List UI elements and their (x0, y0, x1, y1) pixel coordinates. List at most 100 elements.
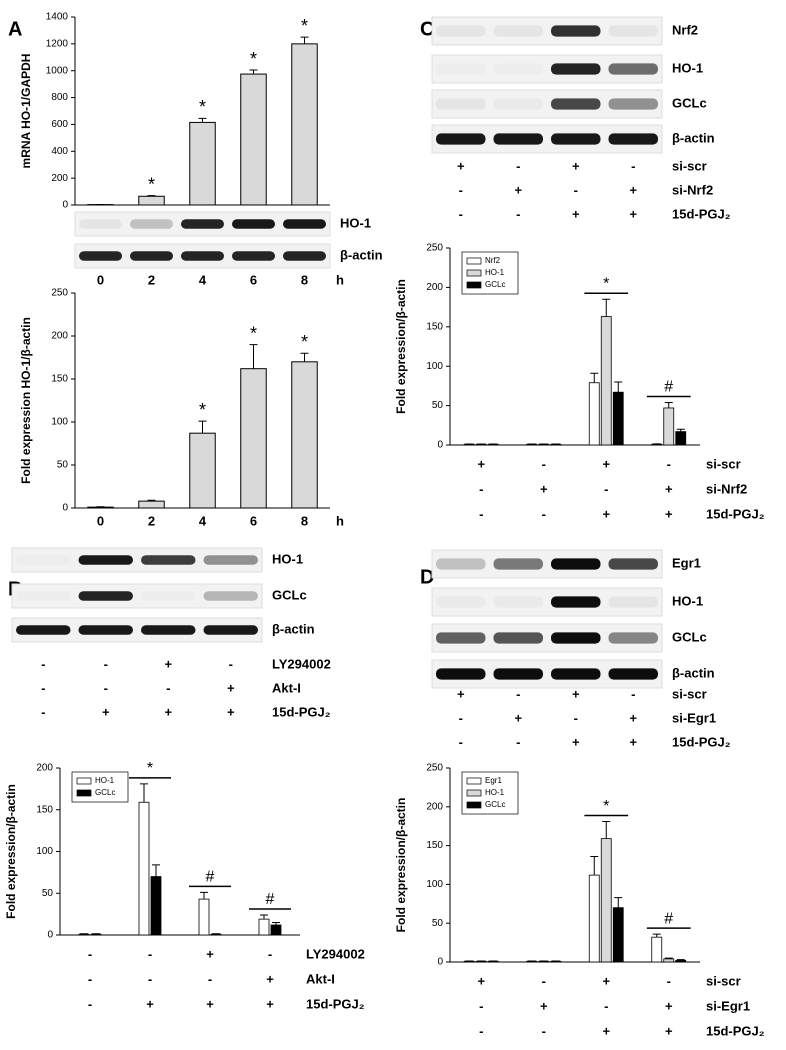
y-axis-title: Fold expression/β-actin (394, 279, 408, 414)
legend-label: HO-1 (95, 776, 115, 785)
legend-label: HO-1 (485, 788, 505, 797)
condition-sign: - (459, 206, 463, 221)
condition-sign: + (457, 686, 465, 701)
significance-marker: * (147, 760, 153, 777)
error-bar (147, 499, 156, 502)
bar (90, 933, 102, 936)
condition-name: 15d-PGJ₂ (306, 996, 365, 1011)
blot-label: β-actin (672, 130, 715, 145)
condition-sign: - (479, 506, 483, 521)
y-tick-label: 100 (426, 879, 443, 890)
blot-strip (431, 89, 663, 119)
y-tick-label: 150 (426, 321, 443, 332)
y-tick-label: 50 (57, 460, 69, 471)
blot-strip (431, 16, 663, 46)
error-bar (198, 420, 207, 434)
condition-name: si-scr (706, 973, 741, 988)
condition-sign: + (665, 481, 673, 496)
y-tick-label: 800 (51, 92, 68, 103)
error-bar (664, 957, 673, 959)
bar (675, 431, 687, 446)
condition-sign: + (629, 710, 637, 725)
y-tick-label: 1200 (46, 38, 69, 49)
condition-sign: + (164, 656, 172, 671)
x-unit: h (336, 513, 344, 528)
condition-sign: + (629, 182, 637, 197)
condition-sign: - (88, 971, 92, 986)
condition-name: si-Egr1 (672, 710, 716, 725)
blot-band (141, 625, 196, 635)
condition-sign: + (206, 996, 214, 1011)
condition-sign: - (479, 1023, 483, 1038)
error-bar (590, 855, 599, 876)
condition-sign: + (514, 182, 522, 197)
blot-strip (431, 587, 663, 617)
y-tick-label: 250 (51, 288, 68, 299)
condition-sign: + (457, 158, 465, 173)
legend-swatch (466, 281, 482, 289)
x-tick-label: 6 (250, 272, 257, 287)
x-tick-label: 8 (301, 513, 308, 528)
error-bar (614, 897, 623, 908)
y-axis-title: Fold expression/β-actin (4, 784, 18, 919)
condition-sign: - (542, 1023, 546, 1038)
y-tick-label: 50 (42, 888, 54, 899)
blot-band (436, 668, 486, 680)
blot-band (79, 251, 122, 261)
blot-band (203, 555, 258, 565)
bar (198, 898, 210, 936)
condition-sign: + (146, 996, 154, 1011)
blot-label: GCLc (672, 629, 707, 644)
condition-sign: + (540, 998, 548, 1013)
condition-sign: - (574, 182, 578, 197)
legend-swatch (466, 257, 482, 265)
condition-sign: - (542, 973, 546, 988)
blot-band (232, 251, 275, 261)
blot-label: β-actin (340, 247, 383, 262)
condition-sign: + (665, 998, 673, 1013)
blot-label: HO-1 (672, 60, 703, 75)
condition-name: LY294002 (272, 656, 331, 671)
condition-sign: - (459, 710, 463, 725)
error-bar (614, 381, 623, 393)
blot-band (551, 98, 601, 110)
y-tick-label: 200 (426, 801, 443, 812)
condition-sign: + (572, 158, 580, 173)
blot-band (608, 133, 658, 145)
condition-name: si-Nrf2 (706, 481, 747, 496)
condition-sign: - (604, 998, 608, 1013)
condition-sign: + (266, 996, 274, 1011)
condition-sign: - (41, 704, 45, 719)
condition-sign: - (516, 734, 520, 749)
condition-name: 15d-PGJ₂ (706, 1023, 765, 1038)
blot-band (436, 63, 486, 74)
condition-sign: + (602, 1023, 610, 1038)
condition-name: si-scr (706, 456, 741, 471)
blot-band (78, 555, 133, 565)
y-tick-label: 200 (426, 282, 443, 293)
condition-sign: + (572, 686, 580, 701)
legend-swatch (466, 269, 482, 277)
legend-box (71, 771, 129, 803)
bar (189, 432, 216, 509)
y-tick-label: 250 (426, 763, 443, 774)
bar (600, 316, 612, 446)
blot-band (181, 251, 224, 261)
condition-sign: - (104, 656, 108, 671)
blot-band (551, 558, 601, 570)
y-axis-title: mRNA HO-1/GAPDH (19, 54, 33, 169)
blot-band (78, 591, 133, 601)
legend-label: GCLc (485, 280, 505, 289)
legend-swatch (466, 789, 482, 797)
significance-marker: * (603, 798, 609, 815)
legend-swatch (76, 789, 92, 797)
condition-sign: - (208, 971, 212, 986)
significance-marker: * (301, 332, 308, 352)
condition-sign: - (459, 734, 463, 749)
bar (87, 506, 114, 509)
blot-label: GCLc (672, 95, 707, 110)
significance-marker: # (664, 379, 673, 396)
condition-sign: - (148, 946, 152, 961)
condition-sign: + (102, 704, 110, 719)
blot-band (79, 219, 122, 229)
